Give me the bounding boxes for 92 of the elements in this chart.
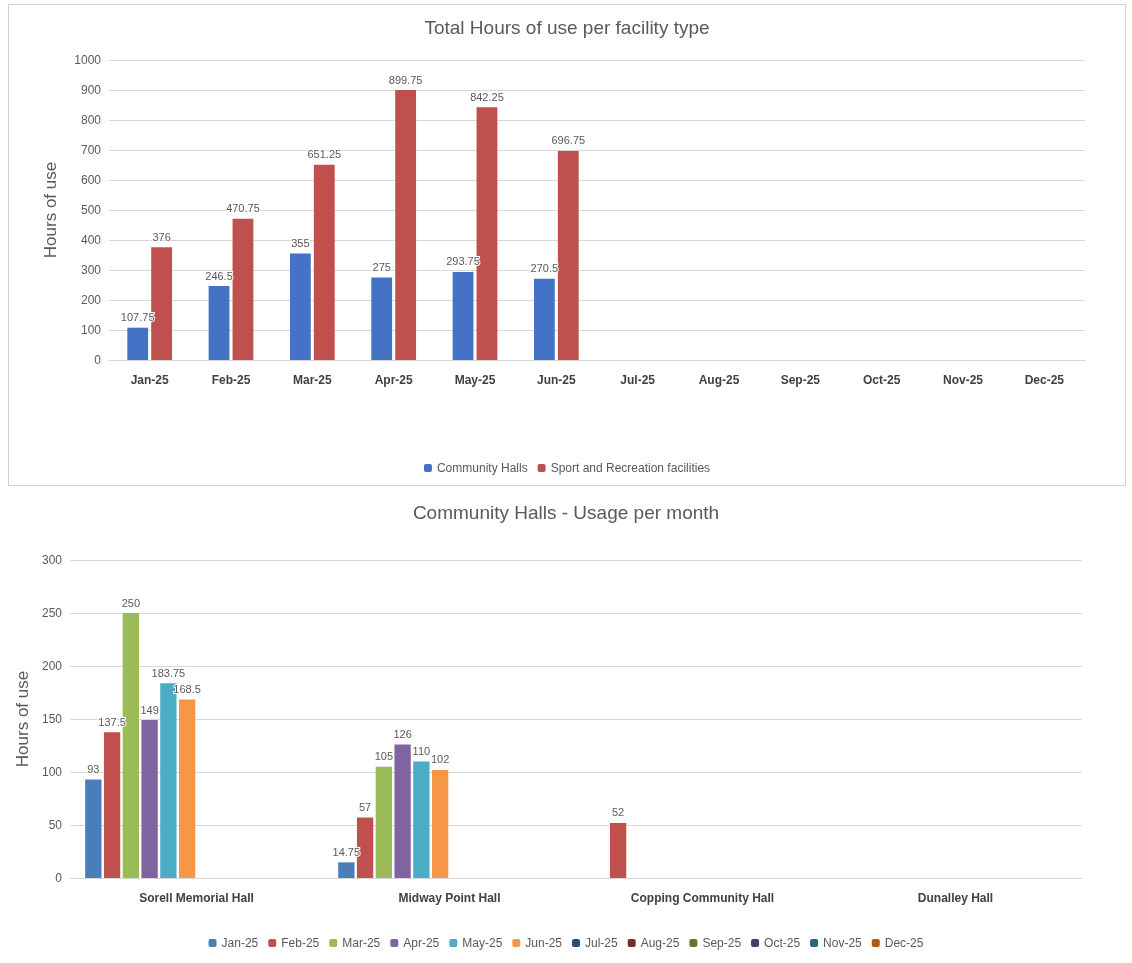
legend-label: Mar-25 <box>342 936 381 950</box>
data-label: 149 <box>140 703 159 716</box>
x-tick-label: Sorell Memorial Hall <box>139 891 254 905</box>
data-label: 842.25 <box>470 90 504 103</box>
y-tick-label: 250 <box>41 606 63 620</box>
x-tick-label: Nov-25 <box>942 373 984 387</box>
chart-title: Total Hours of use per facility type <box>424 17 710 38</box>
x-tick-label: Jan-25 <box>130 373 169 387</box>
y-axis-title: Hours of use <box>41 161 60 259</box>
data-label: 250 <box>121 596 141 609</box>
y-tick-label: 700 <box>80 143 102 157</box>
bar <box>178 699 196 878</box>
legend-label: Nov-25 <box>823 936 863 950</box>
bar <box>127 327 149 360</box>
y-tick-label: 300 <box>80 263 102 277</box>
bar <box>141 720 158 878</box>
y-tick-label: 1000 <box>74 53 102 67</box>
y-tick-label: 400 <box>80 233 102 247</box>
legend-label: Jul-25 <box>585 936 619 950</box>
y-tick-label: 0 <box>55 871 63 885</box>
bar <box>85 779 102 878</box>
y-tick-label: 200 <box>80 293 102 307</box>
y-tick-label: 900 <box>80 83 102 97</box>
legend-label: Sport and Recreation facilities <box>550 461 711 475</box>
data-label: 93 <box>87 762 100 775</box>
legend-label: Aug-25 <box>640 936 680 950</box>
bar <box>394 744 411 878</box>
data-label: 470.75 <box>226 202 260 215</box>
bar <box>371 277 393 360</box>
bar <box>609 822 627 878</box>
x-tick-label: Dunalley Hall <box>917 891 994 905</box>
bar <box>103 732 121 878</box>
data-label: 102 <box>430 753 450 766</box>
y-axis-title: Hours of use <box>13 670 33 768</box>
x-tick-label: Mar-25 <box>292 373 332 387</box>
y-tick-label: 100 <box>80 323 102 337</box>
legend-label: Community Halls <box>436 461 528 475</box>
bar <box>395 90 417 360</box>
data-label: 376 <box>152 230 171 243</box>
bar <box>208 286 230 360</box>
y-tick-label: 50 <box>48 818 63 832</box>
x-tick-label: Feb-25 <box>211 373 251 387</box>
data-label: 275 <box>372 261 391 273</box>
x-tick-label: Midway Point Hall <box>398 891 501 905</box>
y-tick-label: 600 <box>80 173 102 187</box>
bar <box>375 766 393 878</box>
bar <box>338 862 355 878</box>
y-tick-label: 200 <box>41 659 63 673</box>
bar <box>557 150 579 360</box>
bar <box>289 253 311 360</box>
data-label: 110 <box>412 744 431 757</box>
legend-label: Feb-25 <box>281 936 320 950</box>
x-tick-label: Copping Community Hall <box>630 891 775 905</box>
y-tick-label: 150 <box>41 712 63 726</box>
data-label: 246.5 <box>205 269 233 282</box>
legend-label: Oct-25 <box>764 936 801 950</box>
y-tick-label: 800 <box>80 113 102 127</box>
x-tick-label: Aug-25 <box>698 373 740 387</box>
x-tick-label: May-25 <box>454 373 496 387</box>
data-label: 183.75 <box>151 666 186 679</box>
data-label: 899.75 <box>388 73 423 86</box>
x-tick-label: Oct-25 <box>862 373 901 387</box>
data-label: 355 <box>291 237 310 249</box>
x-tick-label: Jul-25 <box>620 373 656 387</box>
y-tick-label: 0 <box>94 353 102 367</box>
data-label: 126 <box>393 727 412 740</box>
bar <box>533 278 555 360</box>
bar <box>232 218 254 360</box>
bar <box>413 761 430 878</box>
x-tick-label: Apr-25 <box>374 373 413 387</box>
data-label: 270.5 <box>530 262 559 275</box>
data-label: 52 <box>611 806 625 819</box>
legend-label: Jun-25 <box>525 936 563 950</box>
y-tick-label: 500 <box>80 203 102 217</box>
bar <box>452 271 474 360</box>
legend-label: Sep-25 <box>702 936 742 950</box>
data-label: 696.75 <box>551 134 586 147</box>
bar <box>313 164 335 360</box>
y-tick-label: 300 <box>41 553 63 567</box>
y-tick-label: 100 <box>41 765 63 779</box>
legend-label: Apr-25 <box>403 936 440 950</box>
bar <box>431 769 449 878</box>
legend-label: Dec-25 <box>884 936 924 950</box>
data-label: 57 <box>358 801 372 814</box>
x-tick-label: Jun-25 <box>536 373 576 387</box>
chart-title: Community Halls - Usage per month <box>412 502 720 523</box>
legend-label: May-25 <box>462 936 503 950</box>
x-tick-label: Dec-25 <box>1024 373 1065 387</box>
data-label: 105 <box>374 750 394 763</box>
data-label: 651.25 <box>307 148 342 161</box>
legend-label: Jan-25 <box>221 936 259 950</box>
x-tick-label: Sep-25 <box>780 373 821 387</box>
